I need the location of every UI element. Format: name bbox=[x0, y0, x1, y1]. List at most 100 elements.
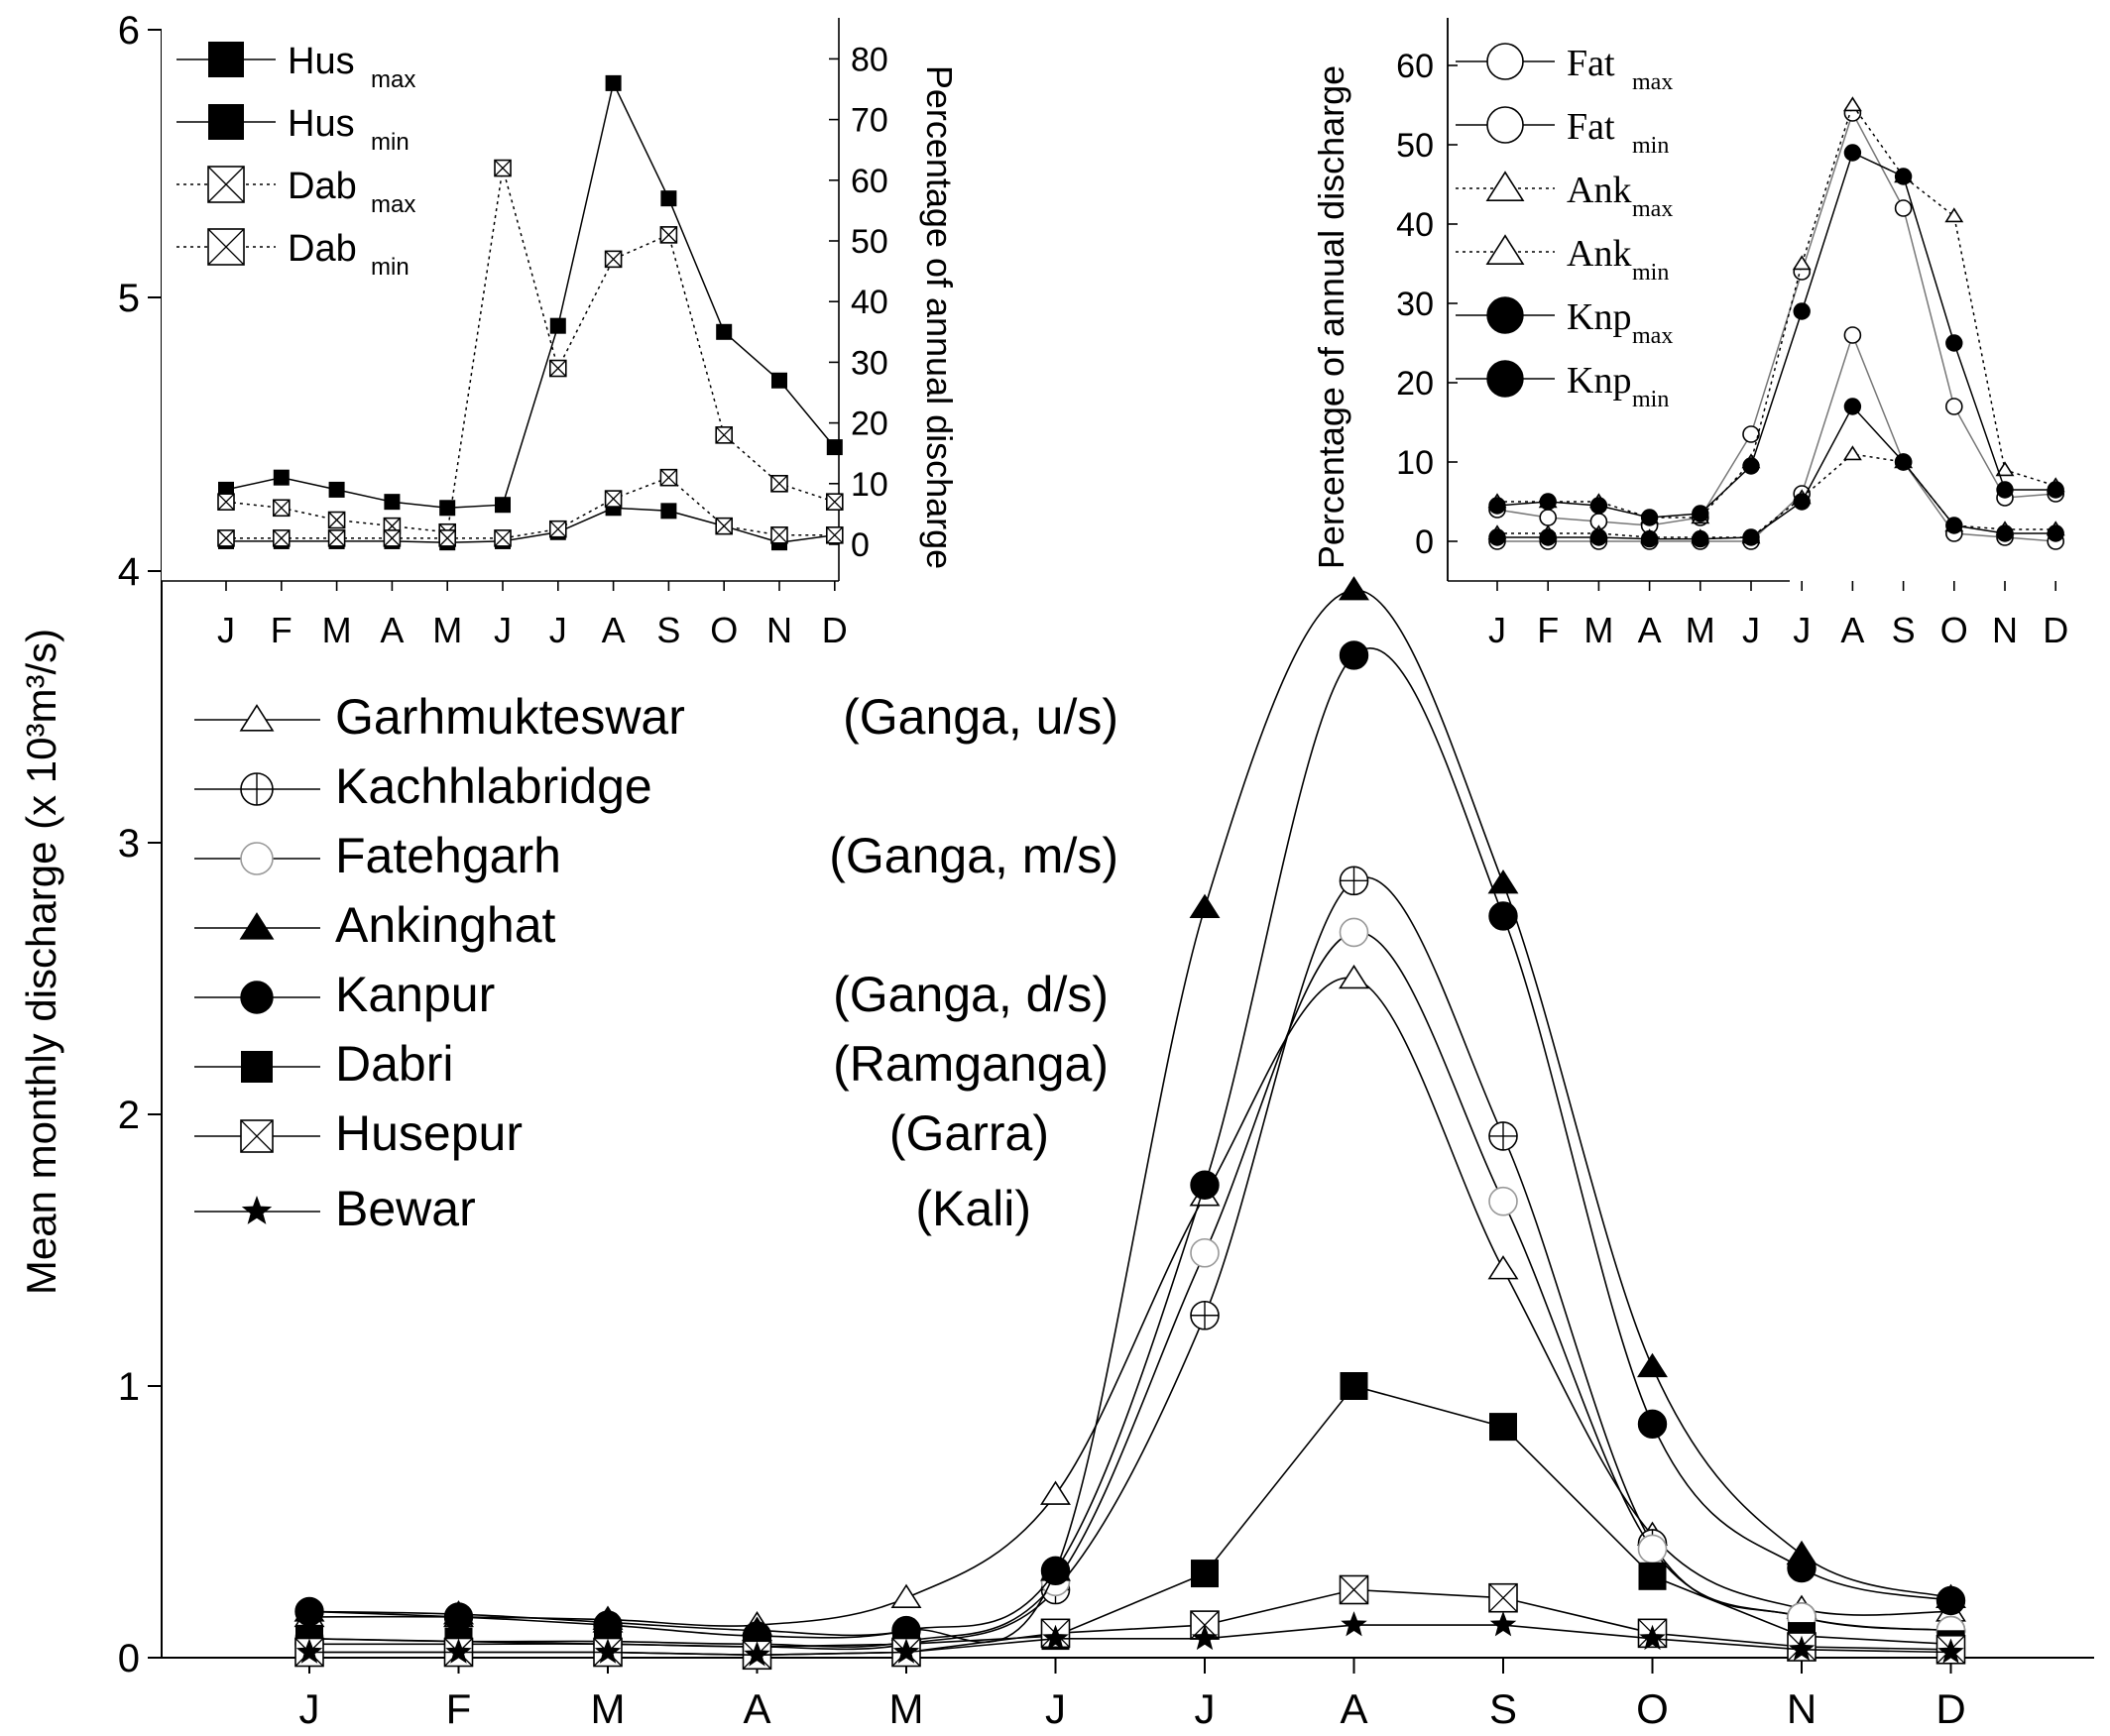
inset-data-point bbox=[1692, 505, 1709, 522]
marker-cross bbox=[549, 521, 567, 538]
inset-legend-marker bbox=[1486, 296, 1524, 334]
marker-shape bbox=[1339, 917, 1369, 948]
marker-shape bbox=[1589, 528, 1608, 546]
inset-data-point bbox=[548, 520, 567, 538]
legend-label: Garhmukteswar bbox=[335, 689, 685, 745]
x-tick-label: J bbox=[299, 1685, 320, 1732]
x-tick-label: M bbox=[889, 1685, 924, 1732]
series-husepur bbox=[294, 1574, 1966, 1671]
legend-label: Bewar bbox=[335, 1181, 476, 1236]
marker-shape bbox=[1488, 1186, 1518, 1216]
marker-shape bbox=[1191, 1560, 1219, 1588]
inset-data-point bbox=[1539, 528, 1557, 546]
data-point bbox=[1637, 1409, 1668, 1440]
marker-shape bbox=[1589, 497, 1608, 515]
inset-legend-label: Dab bbox=[288, 166, 357, 207]
legend-marker bbox=[239, 704, 275, 732]
y-tick-label: 3 bbox=[118, 822, 140, 866]
marker-cross bbox=[605, 250, 623, 268]
data-point bbox=[1937, 1638, 1964, 1664]
marker-shape bbox=[1843, 398, 1862, 415]
inset-y-tick-label: 40 bbox=[851, 284, 888, 321]
inset-legend-label: Hus bbox=[288, 103, 355, 145]
inset-y-tick-label: 0 bbox=[1415, 523, 1434, 561]
marker-shape bbox=[1487, 869, 1519, 894]
data-point bbox=[1340, 1372, 1368, 1400]
inset-data-point bbox=[1945, 517, 1963, 534]
inset-data-point bbox=[327, 529, 346, 547]
data-point bbox=[1191, 1560, 1219, 1588]
inset-y-tick-label: 30 bbox=[851, 344, 888, 382]
legend-label: Husepur bbox=[335, 1105, 523, 1161]
inset-legend-sub: min bbox=[371, 254, 410, 281]
marker-shape bbox=[1935, 1585, 1966, 1616]
data-point bbox=[1339, 866, 1369, 896]
y-tick-label: 5 bbox=[118, 277, 140, 320]
inset-x-tick-label: J bbox=[1742, 610, 1760, 650]
marker-cross bbox=[494, 529, 512, 547]
inset-data-point bbox=[1488, 497, 1506, 515]
marker-shape bbox=[1640, 509, 1659, 526]
inset-data-point bbox=[1843, 144, 1862, 162]
y-tick-label: 6 bbox=[118, 9, 140, 53]
marker-cross bbox=[715, 518, 733, 535]
legend-item-dabri: Dabri (Ramganga) bbox=[194, 1036, 1109, 1092]
marker-shape bbox=[1339, 964, 1369, 989]
inset-data-point bbox=[605, 74, 622, 91]
inset-legend-item-ank-max: Ank max bbox=[1456, 170, 1673, 222]
inset-x-tick-label: D bbox=[2043, 610, 2068, 650]
data-point bbox=[1339, 640, 1369, 670]
marker-shape bbox=[1040, 1556, 1071, 1586]
inset-legend-marker bbox=[1485, 171, 1525, 201]
marker-shape bbox=[384, 494, 401, 511]
marker-shape bbox=[1640, 529, 1659, 548]
inset-legend-item-hus-max: Hus max bbox=[176, 41, 415, 93]
inset-data-point bbox=[272, 499, 291, 518]
inset-x-tick-label: M bbox=[322, 610, 352, 650]
inset-data-point bbox=[1589, 497, 1608, 515]
inset-data-point bbox=[383, 529, 402, 547]
inset-panel bbox=[162, 18, 839, 581]
series-line bbox=[308, 931, 1951, 1648]
marker-shape bbox=[495, 497, 511, 514]
inset-data-point bbox=[1589, 528, 1608, 546]
inset-x-tick-label: S bbox=[1892, 610, 1916, 650]
marker-shape bbox=[892, 1638, 920, 1664]
marker-shape bbox=[1487, 1255, 1519, 1280]
marker-shape bbox=[208, 42, 244, 77]
marker-shape bbox=[1190, 1170, 1220, 1200]
inset-x-tick-label: F bbox=[271, 610, 293, 650]
marker-cross bbox=[438, 529, 456, 547]
marker-cross bbox=[328, 529, 346, 547]
inset-x-tick-label: M bbox=[1686, 610, 1715, 650]
inset-y-tick-label: 20 bbox=[851, 405, 888, 443]
inset-y-tick-label: 70 bbox=[851, 102, 888, 140]
inset-y-tick-label: 10 bbox=[1396, 444, 1434, 482]
inset-series-hus-max bbox=[218, 74, 843, 517]
data-point bbox=[1040, 1556, 1071, 1586]
series-line bbox=[308, 589, 1951, 1644]
inset-y-tick-label: 30 bbox=[1396, 286, 1434, 323]
marker-shape bbox=[660, 503, 677, 520]
inset-x-tick-label: A bbox=[1638, 610, 1662, 650]
legend-marker bbox=[241, 1051, 273, 1083]
inset-data-point bbox=[1996, 524, 2014, 542]
y-axis-title: Mean monthly discharge (x 10³m³/s) bbox=[18, 629, 64, 1295]
inset-x-tick-label: M bbox=[432, 610, 462, 650]
inset-x-tick-label: D bbox=[822, 610, 848, 650]
data-point bbox=[1190, 1300, 1220, 1331]
marker-shape bbox=[1945, 517, 1963, 534]
marker-shape bbox=[771, 372, 787, 389]
marker-shape bbox=[1637, 1409, 1668, 1440]
inset-series-line bbox=[225, 168, 836, 533]
inset-legend-item-fat-min: Fat min bbox=[1456, 106, 1669, 159]
data-point bbox=[295, 1638, 323, 1664]
marker-cross bbox=[826, 493, 844, 511]
marker-shape bbox=[241, 1051, 273, 1083]
marker-cross bbox=[659, 226, 677, 244]
marker-shape bbox=[1189, 893, 1221, 919]
inset-x-tick-label: N bbox=[766, 610, 792, 650]
inset-legend-label: Hus bbox=[288, 41, 355, 82]
